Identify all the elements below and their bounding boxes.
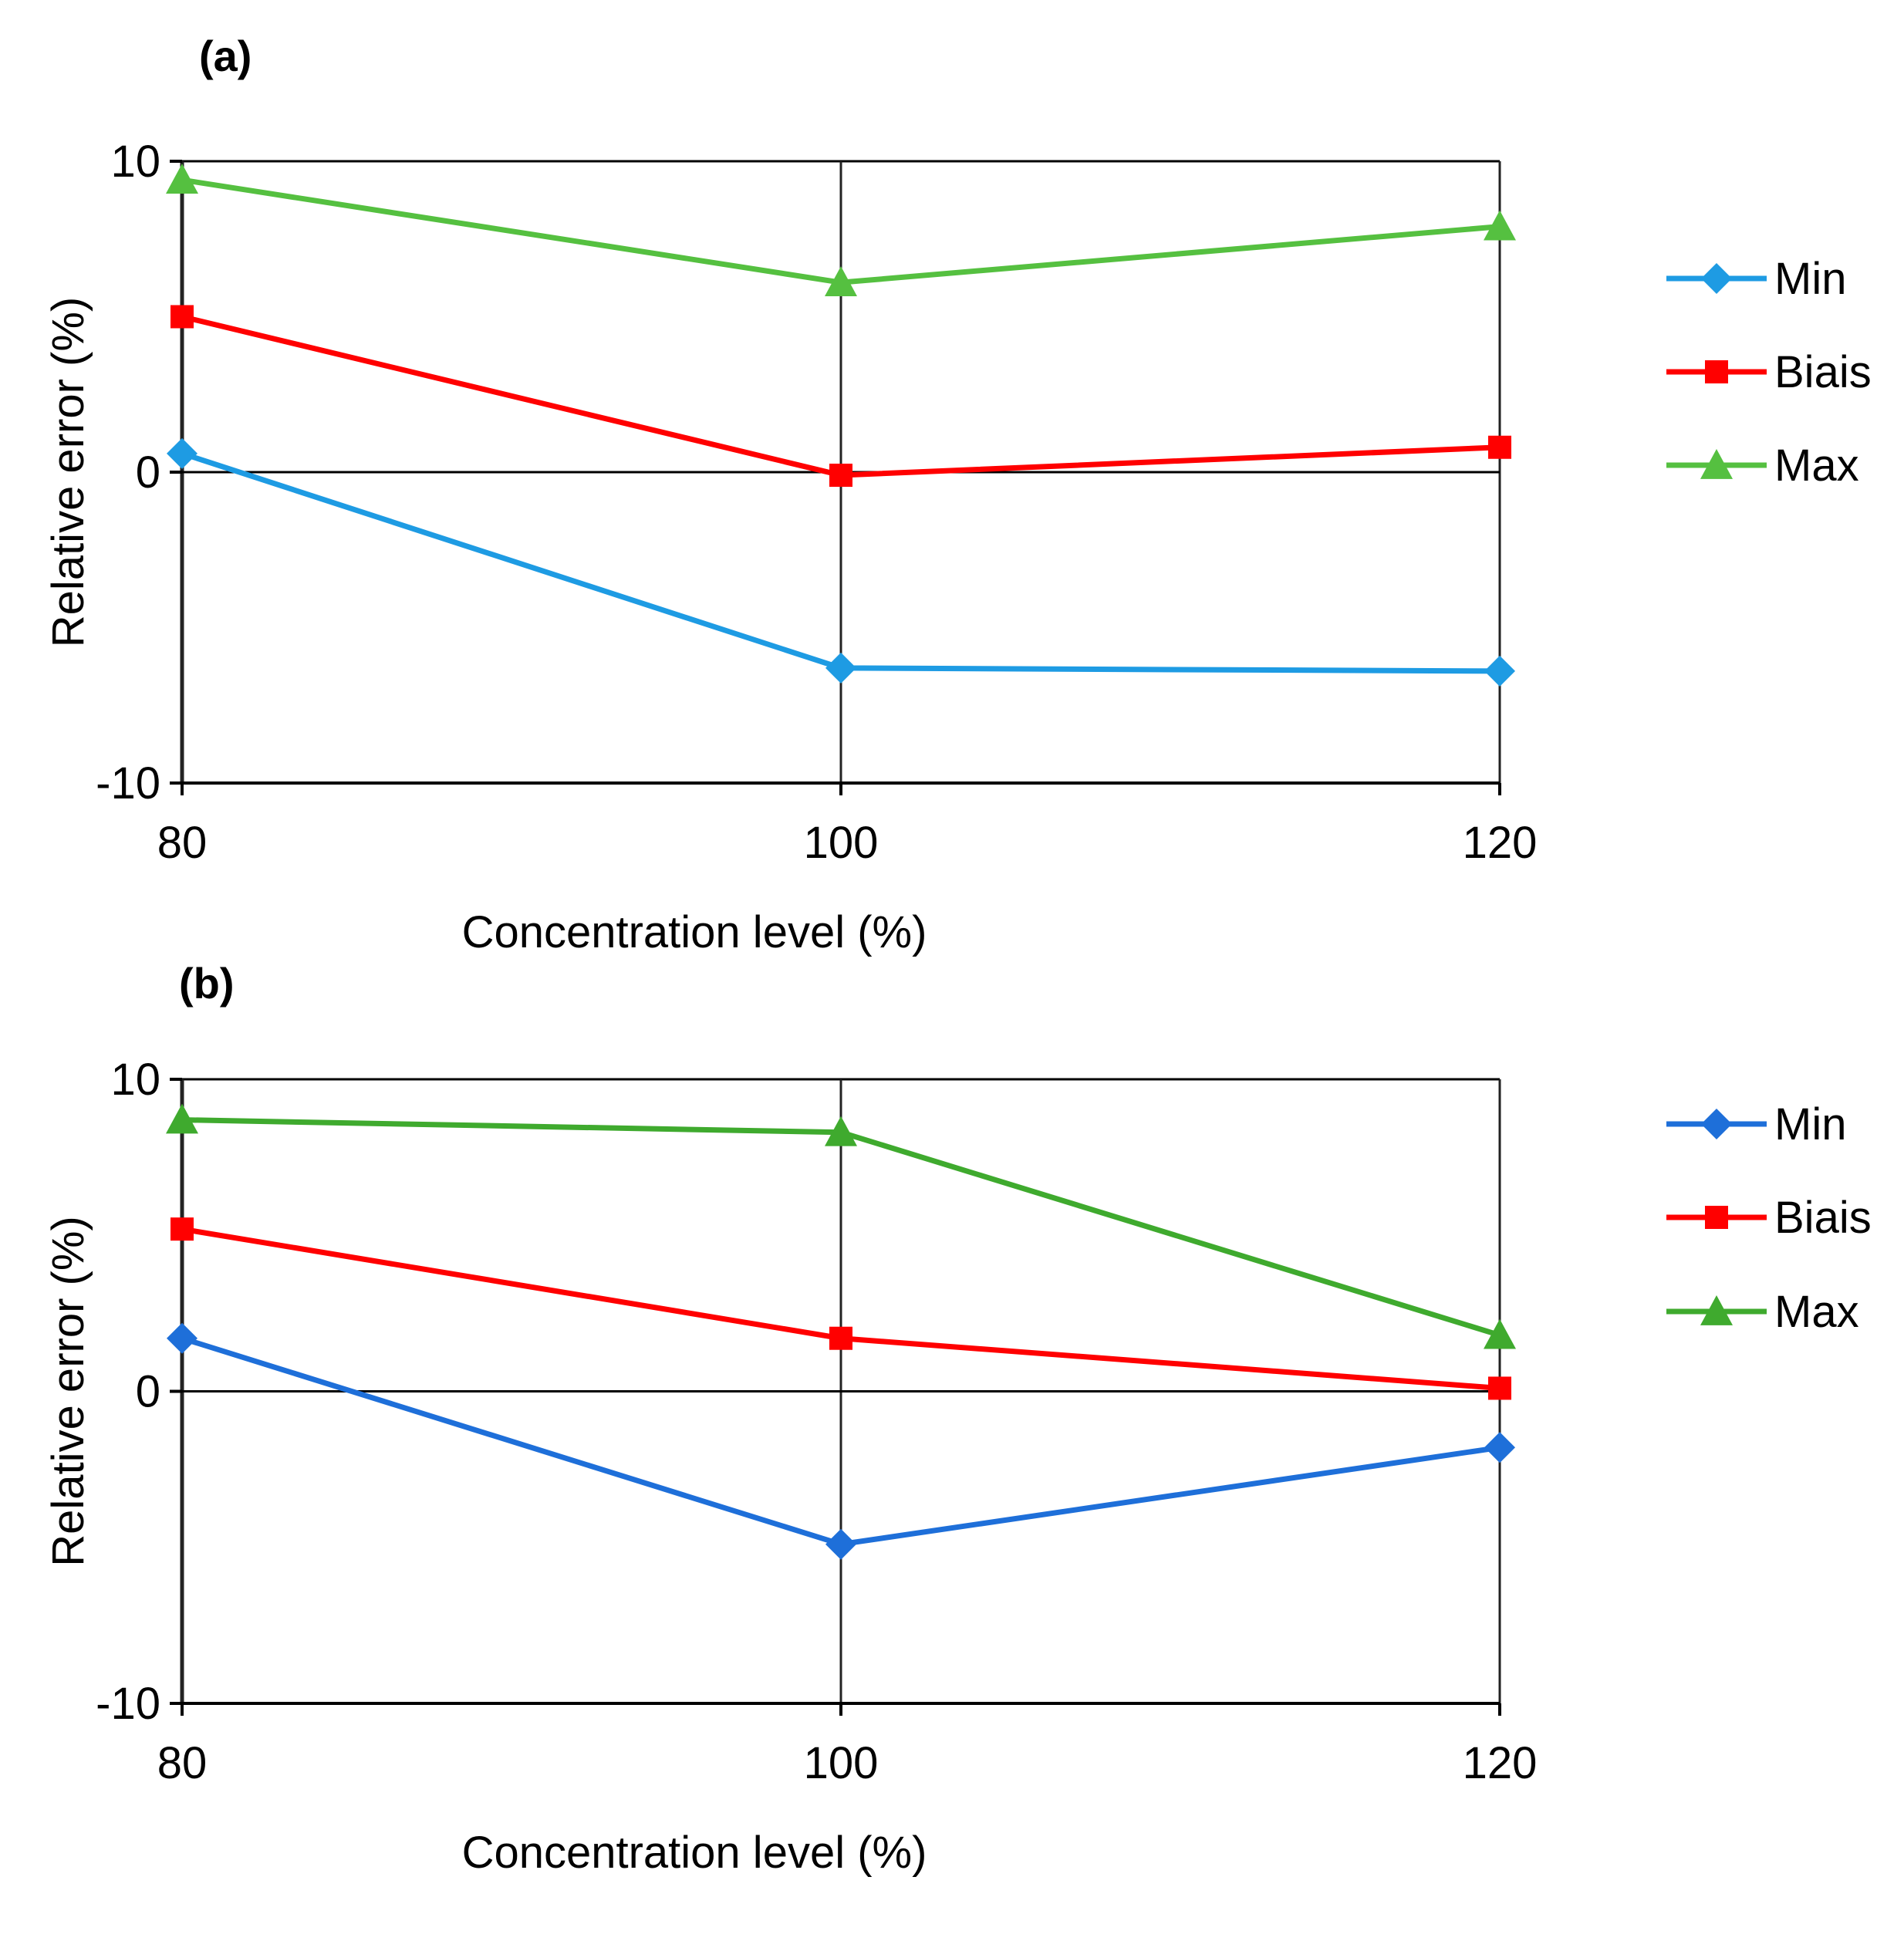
data-point-max — [166, 164, 198, 194]
panel-label: (b) — [179, 959, 235, 1008]
y-tick-label: 0 — [136, 1367, 160, 1417]
data-point-max — [1484, 1318, 1516, 1349]
data-point-min — [1484, 1432, 1515, 1463]
x-axis-title: Concentration level (%) — [462, 1828, 927, 1878]
data-point-biais — [829, 464, 852, 488]
legend-marker-max — [1700, 1295, 1733, 1325]
data-point-max — [825, 266, 857, 297]
x-tick-label: 100 — [804, 1738, 879, 1788]
data-point-min — [167, 1322, 197, 1354]
legend-marker-min — [1701, 263, 1732, 294]
panel-b: (b) -10 0 10 80 100 120 Concentration level (%)… — [43, 959, 1872, 1878]
x-axis-title: Concentration level (%) — [462, 907, 927, 957]
data-point-min — [825, 1528, 856, 1560]
y-tick-label: -10 — [96, 1679, 160, 1729]
x-tick-label: 120 — [1463, 818, 1538, 868]
data-point-max — [825, 1116, 857, 1146]
legend-marker-biais — [1705, 1206, 1728, 1229]
data-point-min — [167, 437, 197, 469]
data-point-min — [825, 652, 856, 684]
data-point-biais — [1488, 1376, 1511, 1400]
y-tick-label: 0 — [136, 447, 160, 498]
data-point-biais — [829, 1326, 852, 1350]
data-point-biais — [170, 305, 194, 329]
y-tick-label: 10 — [110, 137, 160, 187]
data-point-biais — [1488, 435, 1511, 459]
y-axis-title: Relative error (%) — [43, 1216, 93, 1566]
x-tick-label: 80 — [157, 818, 208, 868]
legend-label-min: Min — [1774, 254, 1846, 304]
panel-label: (a) — [199, 32, 252, 80]
y-tick-label: 10 — [110, 1055, 160, 1105]
x-tick-label: 80 — [157, 1738, 208, 1788]
legend-marker-biais — [1705, 360, 1728, 383]
data-point-biais — [170, 1217, 194, 1241]
x-tick-label: 120 — [1463, 1738, 1538, 1788]
x-tick-label: 100 — [804, 818, 879, 868]
panel-a: (a) -10 0 10 80 100 120 Concentration level (%)… — [43, 32, 1872, 957]
legend-label-max: Max — [1774, 441, 1859, 491]
data-point-min — [1484, 655, 1515, 687]
legend-label-max: Max — [1774, 1287, 1859, 1337]
legend-label-biais: Biais — [1774, 347, 1872, 397]
data-point-max — [166, 1103, 198, 1134]
legend-label-min: Min — [1774, 1099, 1846, 1149]
y-tick-label: -10 — [96, 758, 160, 808]
y-axis-title: Relative error (%) — [43, 297, 93, 647]
data-point-max — [1484, 210, 1516, 241]
legend-label-biais: Biais — [1774, 1193, 1872, 1243]
legend-marker-min — [1701, 1109, 1732, 1139]
legend-marker-max — [1700, 449, 1733, 479]
